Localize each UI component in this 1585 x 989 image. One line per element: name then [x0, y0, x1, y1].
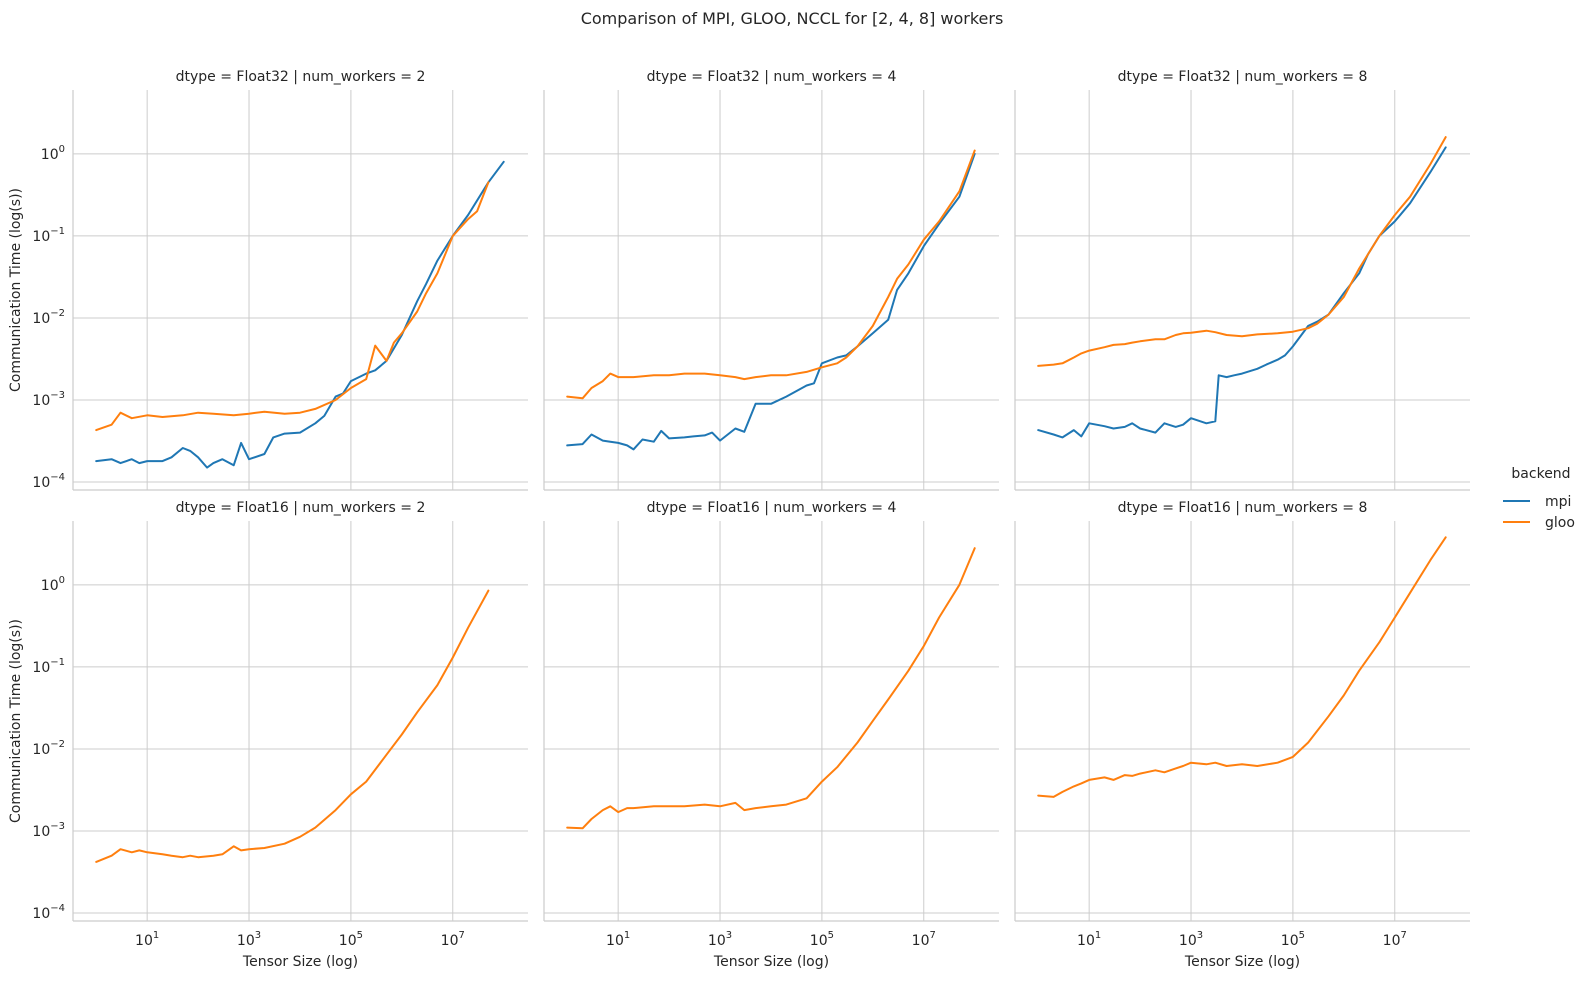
tick-base: 10: [810, 933, 828, 949]
tick-exponent: −4: [50, 472, 65, 483]
tick-exponent: −3: [50, 390, 65, 401]
tick-base: 10: [441, 933, 459, 949]
x-tick-label: 107: [1383, 930, 1407, 949]
tick-base: 10: [32, 906, 50, 922]
tick-base: 10: [606, 933, 624, 949]
tick-exponent: 7: [458, 930, 464, 941]
y-tick-label: 10−2: [32, 308, 65, 327]
tick-base: 10: [1281, 933, 1299, 949]
tick-base: 10: [32, 475, 50, 491]
series-line-gloo: [1037, 536, 1447, 798]
tick-exponent: −1: [50, 657, 65, 668]
tick-exponent: −2: [50, 739, 65, 750]
y-tick-label: 10−1: [32, 226, 65, 245]
x-axis-label: Tensor Size (log): [1184, 954, 1300, 970]
tick-base: 10: [135, 933, 153, 949]
chart-panel-4: dtype = Float16 | num_workers = 210−410−…: [8, 500, 528, 970]
series-line-gloo: [95, 589, 490, 863]
tick-base: 10: [32, 742, 50, 758]
y-axis-label: Communication Time (log(s)): [8, 188, 24, 392]
panel-title: dtype = Float16 | num_workers = 8: [1118, 500, 1368, 516]
panel-title: dtype = Float16 | num_workers = 4: [647, 500, 897, 516]
tick-exponent: −4: [50, 903, 65, 914]
tick-exponent: 3: [726, 930, 732, 941]
panel-title: dtype = Float32 | num_workers = 4: [647, 69, 897, 85]
chart-panel-3: dtype = Float32 | num_workers = 8: [1014, 69, 1470, 491]
facet-panels: dtype = Float32 | num_workers = 210−410−…: [8, 69, 1470, 970]
tick-exponent: 5: [1299, 930, 1305, 941]
y-axis-label: Communication Time (log(s)): [8, 619, 24, 823]
tick-base: 10: [32, 311, 50, 327]
panel-title: dtype = Float32 | num_workers = 2: [176, 69, 426, 85]
x-tick-label: 101: [1077, 930, 1101, 949]
tick-exponent: 7: [929, 930, 935, 941]
y-tick-label: 10−4: [32, 472, 65, 491]
x-tick-label: 107: [441, 930, 465, 949]
x-tick-label: 107: [912, 930, 936, 949]
tick-base: 10: [912, 933, 930, 949]
tick-exponent: 1: [153, 930, 159, 941]
tick-exponent: 5: [828, 930, 834, 941]
tick-base: 10: [32, 393, 50, 409]
legend-title: backend: [1511, 466, 1570, 482]
x-tick-label: 103: [708, 930, 732, 949]
tick-base: 10: [1077, 933, 1095, 949]
y-tick-label: 10−1: [32, 657, 65, 676]
x-tick-label: 105: [1281, 930, 1305, 949]
x-tick-label: 105: [339, 930, 363, 949]
x-axis-label: Tensor Size (log): [242, 954, 358, 970]
y-tick-label: 100: [41, 144, 65, 163]
tick-base: 10: [41, 578, 59, 594]
y-tick-label: 10−4: [32, 903, 65, 922]
tick-base: 10: [32, 229, 50, 245]
tick-exponent: 0: [59, 575, 65, 586]
figure-title: Comparison of MPI, GLOO, NCCL for [2, 4,…: [581, 9, 1004, 28]
series-line-gloo: [1037, 136, 1447, 367]
tick-base: 10: [32, 660, 50, 676]
x-tick-label: 101: [606, 930, 630, 949]
tick-exponent: −2: [50, 308, 65, 319]
tick-exponent: 0: [59, 144, 65, 155]
chart-panel-1: dtype = Float32 | num_workers = 210−410−…: [8, 69, 528, 491]
tick-base: 10: [339, 933, 357, 949]
x-tick-label: 101: [135, 930, 159, 949]
series-line-mpi: [566, 152, 976, 451]
x-tick-label: 103: [1179, 930, 1203, 949]
tick-base: 10: [1383, 933, 1401, 949]
x-tick-label: 103: [237, 930, 261, 949]
tick-exponent: 1: [624, 930, 630, 941]
y-tick-label: 100: [41, 575, 65, 594]
tick-exponent: −3: [50, 821, 65, 832]
series-line-mpi: [95, 160, 505, 469]
tick-base: 10: [708, 933, 726, 949]
tick-exponent: 7: [1400, 930, 1406, 941]
tick-exponent: 5: [357, 930, 363, 941]
tick-exponent: −1: [50, 226, 65, 237]
x-axis-label: Tensor Size (log): [713, 954, 829, 970]
legend-label-gloo: gloo: [1545, 515, 1575, 531]
tick-base: 10: [237, 933, 255, 949]
series-line-mpi: [1037, 146, 1447, 439]
y-tick-label: 10−2: [32, 739, 65, 758]
panel-title: dtype = Float16 | num_workers = 2: [176, 500, 426, 516]
chart-panel-2: dtype = Float32 | num_workers = 4: [543, 69, 999, 491]
tick-base: 10: [41, 147, 59, 163]
y-tick-label: 10−3: [32, 821, 65, 840]
tick-base: 10: [1179, 933, 1197, 949]
legend-label-mpi: mpi: [1545, 494, 1571, 510]
panel-title: dtype = Float32 | num_workers = 8: [1118, 69, 1368, 85]
series-line-gloo: [95, 181, 490, 432]
series-line-gloo: [566, 149, 976, 400]
tick-exponent: 3: [1197, 930, 1203, 941]
tick-exponent: 1: [1095, 930, 1101, 941]
x-tick-label: 105: [810, 930, 834, 949]
tick-base: 10: [32, 824, 50, 840]
series-line-gloo: [566, 547, 976, 830]
y-tick-label: 10−3: [32, 390, 65, 409]
legend: backend mpi gloo: [1503, 466, 1575, 531]
tick-exponent: 3: [255, 930, 261, 941]
